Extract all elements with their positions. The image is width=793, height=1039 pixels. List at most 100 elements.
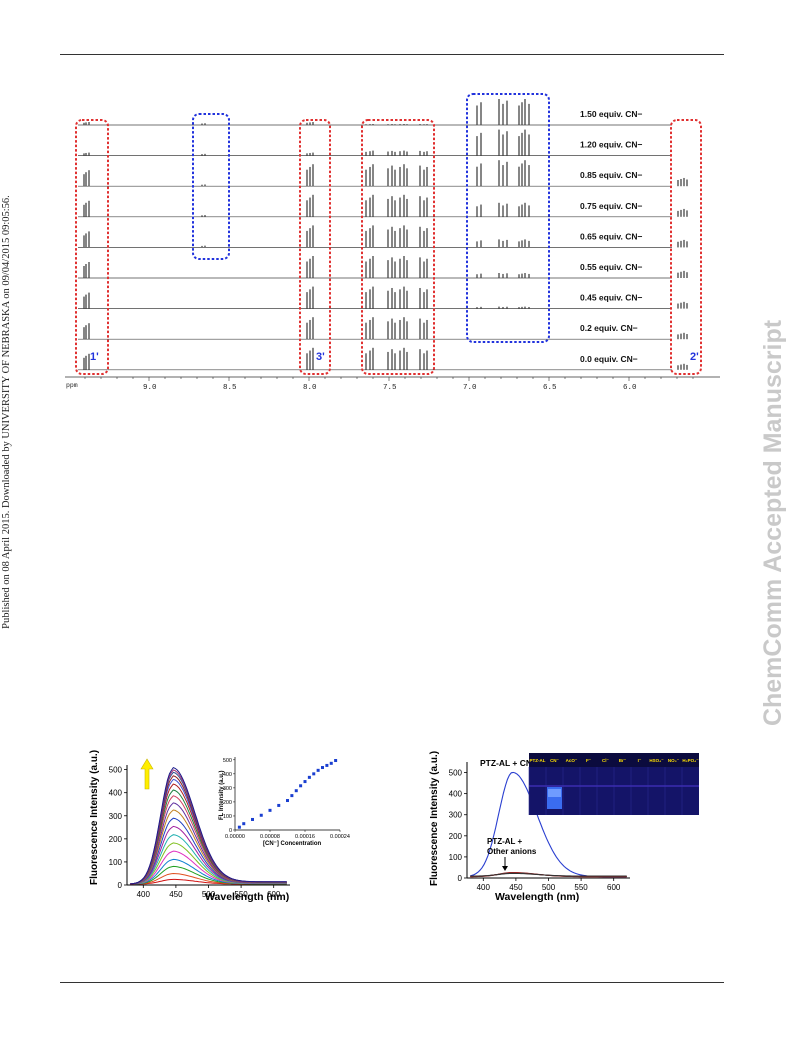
inset-xtick-label: 0.00024 bbox=[330, 834, 350, 840]
nmr-tick-label: 8.0 bbox=[303, 384, 317, 392]
vial-label: I⁻ bbox=[638, 758, 642, 763]
inset-data-point bbox=[321, 766, 324, 770]
sel-ylabel: Fluorescence Intensity (a.u.) bbox=[429, 751, 440, 886]
nmr-traces bbox=[78, 99, 688, 371]
inset-data-point bbox=[316, 768, 320, 772]
box-blue-shift bbox=[466, 93, 550, 343]
sel-curve bbox=[470, 872, 627, 877]
arrow-up-icon bbox=[140, 758, 154, 790]
fluor-xtick-label: 550 bbox=[234, 890, 248, 899]
fluor-xlabel: Wavelength (nm) bbox=[205, 891, 289, 903]
nmr-trace-label: 0.2 equiv. CN− bbox=[580, 323, 638, 333]
sel-xtick-label: 550 bbox=[574, 883, 588, 892]
fluor-axes: 0 100 200 300 400 500 400 450 500 550 600 bbox=[109, 765, 290, 899]
label-ptzal-other-2: Other anions bbox=[487, 847, 537, 856]
inset-ylabel: FL Intensity (a.u.) bbox=[219, 770, 225, 820]
fluor-ytick-label: 300 bbox=[109, 812, 123, 821]
inset-xtick-label: 0.00016 bbox=[295, 834, 315, 840]
nmr-trace-label: 0.75 equiv. CN− bbox=[580, 201, 642, 211]
inset-data-point bbox=[325, 763, 329, 767]
fluor-curves bbox=[130, 766, 287, 885]
inset-ytick-label: 200 bbox=[223, 800, 232, 806]
label-ptzal-cn: PTZ-AL + CN− bbox=[480, 758, 537, 768]
peak-label-3: 3' bbox=[316, 351, 325, 363]
accepted-manuscript-watermark: ChemComm Accepted Manuscript bbox=[759, 319, 787, 727]
sel-ytick-label: 0 bbox=[458, 874, 463, 883]
label-ptzal-other-1: PTZ-AL + bbox=[487, 837, 523, 846]
inset-xtick-label: 0.00000 bbox=[225, 834, 245, 840]
inset-data-point bbox=[312, 772, 316, 776]
box-aromatic bbox=[361, 119, 435, 375]
fluor-ytick-label: 0 bbox=[118, 881, 123, 890]
fluor-ytick-label: 500 bbox=[109, 766, 123, 775]
nmr-tick-label: 6.0 bbox=[623, 384, 637, 392]
sel-ytick-label: 200 bbox=[449, 832, 463, 841]
sel-ytick-label: 500 bbox=[449, 769, 463, 778]
vial-label: HSO₄⁻ bbox=[649, 758, 664, 763]
sel-xtick-label: 600 bbox=[607, 883, 621, 892]
published-note: Published on 08 April 2015. Downloaded b… bbox=[1, 195, 12, 629]
nmr-tick-label: 8.5 bbox=[223, 384, 237, 392]
vial-label: Cl⁻ bbox=[602, 758, 610, 763]
inset-data-point bbox=[237, 825, 241, 829]
nmr-trace-label: 1.20 equiv. CN− bbox=[580, 140, 642, 150]
nmr-equiv-labels: 1.50 equiv. CN− 1.20 equiv. CN− 0.85 equiv… bbox=[580, 109, 642, 364]
down-arrowhead-icon bbox=[502, 866, 508, 871]
vial-label: Br⁻ bbox=[619, 758, 627, 763]
inset-data-point bbox=[290, 794, 294, 798]
sel-xtick-label: 400 bbox=[477, 883, 491, 892]
fluor-xtick-label: 600 bbox=[267, 890, 281, 899]
nmr-trace-label: 1.50 equiv. CN− bbox=[580, 109, 642, 119]
nmr-trace-label: 0.55 equiv. CN− bbox=[580, 262, 642, 272]
sel-ytick-label: 300 bbox=[449, 811, 463, 820]
peak-label-2: 2' bbox=[690, 351, 699, 363]
sel-axes: 0 100 200 300 400 500 400 450 500 550 600 bbox=[449, 762, 630, 892]
nmr-tick-label: 9.0 bbox=[143, 384, 157, 392]
sel-xlabel: Wavelength (nm) bbox=[495, 891, 579, 903]
vial-label: PTZ-AL bbox=[530, 758, 546, 763]
fluor-xtick-label: 400 bbox=[137, 890, 151, 899]
fluor-xtick-label: 450 bbox=[169, 890, 183, 899]
sel-xtick-label: 450 bbox=[509, 883, 523, 892]
header-rule bbox=[60, 54, 724, 55]
nmr-axis-unit: ppm bbox=[66, 382, 78, 389]
fluorescence-titration-chart: Fluorescence Intensity (a.u.) Wavelength… bbox=[89, 750, 350, 903]
box-peak-1 bbox=[75, 119, 109, 375]
footer-rule bbox=[60, 982, 724, 983]
fluor-curve bbox=[130, 766, 287, 885]
box-peak-3 bbox=[299, 119, 331, 375]
fluor-ytick-label: 400 bbox=[109, 789, 123, 798]
vial-label: NO₃⁻ bbox=[668, 758, 680, 763]
nmr-figure: 1.50 equiv. CN− 1.20 equiv. CN− 0.85 equiv… bbox=[65, 93, 720, 392]
inset-data-point bbox=[294, 789, 298, 793]
inset-ytick-label: 0 bbox=[229, 828, 232, 834]
nmr-tick-label: 7.0 bbox=[463, 384, 477, 392]
nmr-trace-label: 0.65 equiv. CN− bbox=[580, 231, 642, 241]
box-peak-2 bbox=[670, 119, 702, 375]
inset-data-point bbox=[329, 761, 333, 765]
inset-data-point bbox=[242, 822, 246, 826]
inset-ytick-label: 100 bbox=[223, 814, 232, 820]
inset-ytick-label: 300 bbox=[223, 786, 232, 792]
inset-data-point bbox=[303, 780, 307, 784]
inset-data-point bbox=[299, 784, 303, 788]
fluor-ytick-label: 100 bbox=[109, 858, 123, 867]
vial-label: H₂PO₄⁻ bbox=[682, 758, 699, 763]
selectivity-chart: Fluorescence Intensity (a.u.) Wavelength… bbox=[429, 751, 699, 903]
nmr-axis: 9.0 8.5 8.0 7.5 7.0 6.5 6.0 ppm bbox=[65, 376, 720, 392]
sel-ytick-label: 400 bbox=[449, 790, 463, 799]
glowing-vial-highlight bbox=[548, 789, 561, 797]
nmr-trace-label: 0.85 equiv. CN− bbox=[580, 170, 642, 180]
fluor-ytick-label: 200 bbox=[109, 835, 123, 844]
nmr-tick-label: 6.5 bbox=[543, 384, 557, 392]
inset-xtick-label: 0.00008 bbox=[260, 834, 280, 840]
sel-curves bbox=[470, 771, 627, 878]
peak-label-1: 1' bbox=[90, 351, 99, 363]
inset-ytick-label: 400 bbox=[223, 772, 232, 778]
inset-xlabel: [CN⁻] Concentration bbox=[263, 841, 321, 847]
vial-label: AcO⁻ bbox=[566, 758, 578, 763]
vial-label: CN⁻ bbox=[550, 758, 559, 763]
vial-label: F⁻ bbox=[586, 758, 592, 763]
nmr-tick-label: 7.5 bbox=[383, 384, 397, 392]
vials-photo: PTZ-AL CN⁻ AcO⁻ F⁻ Cl⁻ Br⁻ I⁻ HSO₄⁻ NO₃⁻ H₂PO₄⁻ bbox=[528, 753, 699, 815]
